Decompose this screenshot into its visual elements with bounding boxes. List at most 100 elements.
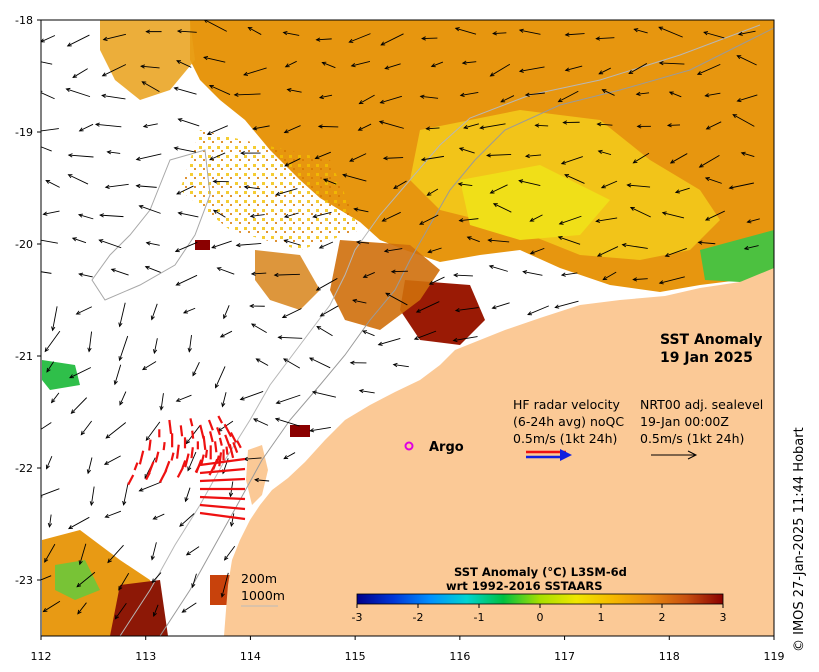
velocity-arrowhead bbox=[209, 156, 214, 161]
velocity-arrowhead bbox=[176, 60, 182, 65]
velocity-arrowhead bbox=[524, 153, 530, 159]
velocity-arrowhead bbox=[176, 190, 182, 195]
argo-marker-icon bbox=[404, 441, 414, 451]
velocity-arrowhead bbox=[68, 525, 73, 530]
velocity-arrow bbox=[115, 602, 127, 620]
hf-velocity-arrow bbox=[154, 451, 160, 463]
velocity-arrow bbox=[378, 338, 401, 346]
velocity-arrow bbox=[490, 184, 508, 194]
hf-velocity-arrow bbox=[181, 460, 187, 469]
hf-velocity-arrow bbox=[148, 439, 152, 451]
velocity-arrowhead bbox=[145, 436, 151, 442]
velocity-arrow bbox=[558, 236, 581, 245]
velocity-arrow bbox=[596, 37, 615, 40]
velocity-arrowhead bbox=[110, 268, 116, 273]
velocity-arrow bbox=[100, 214, 124, 218]
velocity-arrowhead bbox=[732, 114, 738, 119]
velocity-arrowhead bbox=[392, 362, 398, 368]
velocity-arrow bbox=[316, 326, 333, 337]
velocity-arrow bbox=[705, 92, 721, 97]
velocity-arrowhead bbox=[658, 280, 664, 285]
colorbar: SST Anomaly (°C) L3SM-6d wrt 1992-2016 S… bbox=[352, 565, 727, 624]
isobath-1000-label: 1000m bbox=[241, 588, 285, 603]
hf-velocity-arrow bbox=[216, 427, 221, 436]
velocity-arrowhead bbox=[249, 213, 255, 219]
hf-legend-line1: HF radar velocity bbox=[513, 397, 621, 412]
velocity-arrowhead bbox=[140, 64, 145, 69]
hf-radar-velocity-arrows bbox=[127, 415, 246, 521]
velocity-arrow bbox=[737, 94, 758, 102]
velocity-arrow bbox=[248, 27, 262, 35]
velocity-arrowhead bbox=[390, 269, 396, 274]
velocity-arrowhead bbox=[118, 356, 123, 362]
velocity-arrow bbox=[380, 95, 402, 104]
velocity-arrowhead bbox=[379, 99, 385, 104]
colorbar-tick-label: 1 bbox=[598, 611, 605, 624]
velocity-arrow bbox=[316, 38, 332, 41]
velocity-arrowhead bbox=[362, 330, 368, 335]
velocity-arrowhead bbox=[77, 609, 82, 615]
velocity-arrow bbox=[177, 30, 197, 33]
velocity-arrow bbox=[393, 180, 407, 189]
hf-velocity-arrow bbox=[217, 415, 224, 424]
velocity-arrowhead bbox=[489, 72, 495, 77]
velocity-arrowhead bbox=[600, 184, 606, 189]
velocity-arrowhead bbox=[42, 211, 48, 216]
hf-velocity-arrow bbox=[204, 449, 208, 458]
velocity-arrowhead bbox=[383, 248, 389, 253]
velocity-arrowhead bbox=[223, 314, 228, 320]
velocity-arrow bbox=[139, 205, 161, 214]
velocity-arrowhead bbox=[181, 608, 187, 613]
velocity-arrowhead bbox=[524, 92, 530, 97]
velocity-arrowhead bbox=[633, 28, 639, 33]
velocity-arrowhead bbox=[76, 582, 82, 588]
velocity-arrow bbox=[313, 211, 332, 218]
velocity-arrow bbox=[256, 358, 269, 366]
velocity-arrowhead bbox=[235, 242, 241, 248]
land-western-australia bbox=[224, 268, 774, 636]
velocity-arrow bbox=[68, 516, 90, 529]
velocity-arrow bbox=[251, 272, 267, 275]
velocity-arrowhead bbox=[597, 149, 603, 155]
sst-patch-shelf bbox=[255, 250, 320, 310]
velocity-arrowhead bbox=[458, 218, 464, 223]
hf-velocity-arrow bbox=[199, 495, 246, 501]
velocity-arrow bbox=[561, 156, 583, 165]
colorbar-tick-label: -3 bbox=[352, 611, 363, 624]
velocity-arrow bbox=[428, 247, 442, 253]
velocity-arrow bbox=[41, 146, 52, 152]
velocity-arrowhead bbox=[275, 191, 281, 196]
velocity-arrowhead bbox=[185, 439, 191, 445]
velocity-arrow bbox=[41, 488, 60, 497]
velocity-arrow bbox=[634, 28, 648, 34]
velocity-arrow bbox=[215, 366, 226, 388]
velocity-arrow bbox=[462, 61, 477, 64]
velocity-arrow bbox=[454, 274, 473, 277]
velocity-arrow bbox=[41, 35, 56, 43]
velocity-arrow bbox=[136, 153, 162, 160]
velocity-arrowhead bbox=[558, 220, 564, 225]
velocity-arrowhead bbox=[223, 555, 229, 561]
velocity-arrow bbox=[223, 305, 230, 319]
velocity-arrowhead bbox=[118, 322, 123, 328]
velocity-arrow bbox=[79, 543, 87, 565]
velocity-arrow bbox=[160, 393, 164, 410]
isobath-200-label: 200m bbox=[241, 571, 277, 586]
velocity-arrowhead bbox=[185, 551, 191, 556]
map-title-line1: SST Anomaly bbox=[660, 332, 762, 348]
hf-velocity-arrow bbox=[213, 441, 218, 453]
velocity-arrowhead bbox=[595, 36, 601, 41]
velocity-arrow bbox=[118, 572, 130, 591]
velocity-arrowhead bbox=[135, 156, 141, 161]
velocity-arrow bbox=[192, 362, 200, 376]
velocity-arrowhead bbox=[274, 417, 280, 422]
velocity-arrowhead bbox=[636, 124, 642, 129]
velocity-arrowhead bbox=[33, 238, 37, 241]
velocity-arrowhead bbox=[430, 63, 436, 68]
velocity-arrow bbox=[243, 67, 267, 76]
velocity-arrow bbox=[43, 600, 61, 612]
velocity-arrow bbox=[49, 514, 52, 527]
hf-velocity-arrow bbox=[191, 430, 195, 439]
velocity-arrowhead bbox=[28, 141, 32, 144]
velocity-arrow bbox=[359, 94, 375, 105]
